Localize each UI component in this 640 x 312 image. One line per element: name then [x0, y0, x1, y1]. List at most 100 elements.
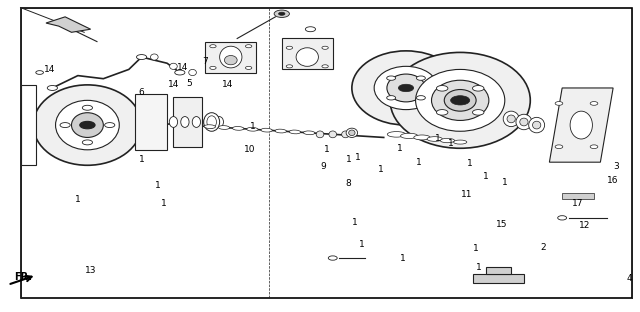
Circle shape — [472, 85, 484, 91]
Polygon shape — [562, 193, 594, 199]
Text: 14: 14 — [168, 80, 179, 89]
Circle shape — [305, 27, 316, 32]
Ellipse shape — [215, 117, 223, 127]
Ellipse shape — [532, 121, 541, 129]
Text: 1: 1 — [473, 244, 479, 253]
Ellipse shape — [289, 130, 301, 134]
Text: 1: 1 — [448, 139, 454, 148]
Text: 1: 1 — [155, 181, 161, 190]
Ellipse shape — [349, 130, 355, 136]
Ellipse shape — [346, 128, 358, 138]
Ellipse shape — [72, 113, 103, 138]
Ellipse shape — [170, 63, 177, 69]
Text: 11: 11 — [461, 190, 472, 199]
Text: 14: 14 — [222, 80, 234, 89]
Text: 1: 1 — [483, 172, 488, 181]
Text: FR.: FR. — [14, 272, 32, 282]
Polygon shape — [173, 97, 202, 147]
Text: 1: 1 — [378, 165, 383, 174]
Ellipse shape — [150, 54, 158, 60]
Circle shape — [246, 45, 252, 48]
Ellipse shape — [192, 117, 200, 127]
Text: 1: 1 — [435, 134, 441, 144]
Circle shape — [136, 55, 147, 60]
Text: 4: 4 — [627, 274, 632, 283]
Text: 1: 1 — [250, 122, 256, 131]
Circle shape — [274, 10, 289, 17]
Ellipse shape — [204, 125, 216, 129]
Ellipse shape — [529, 117, 545, 133]
Polygon shape — [282, 38, 333, 69]
Ellipse shape — [56, 100, 119, 150]
FancyBboxPatch shape — [20, 85, 36, 165]
Text: 1: 1 — [358, 240, 364, 249]
Ellipse shape — [329, 131, 337, 138]
Ellipse shape — [207, 116, 216, 128]
Ellipse shape — [170, 117, 177, 127]
Text: 2: 2 — [540, 243, 546, 252]
Text: 17: 17 — [572, 199, 584, 208]
Ellipse shape — [440, 139, 454, 143]
Ellipse shape — [352, 51, 460, 125]
Ellipse shape — [390, 52, 531, 148]
Circle shape — [417, 96, 426, 100]
Text: 1: 1 — [139, 154, 145, 163]
Polygon shape — [486, 267, 511, 274]
Circle shape — [47, 85, 58, 90]
Text: 15: 15 — [496, 220, 508, 228]
Ellipse shape — [204, 113, 220, 131]
Circle shape — [175, 70, 185, 75]
Ellipse shape — [374, 66, 438, 110]
Ellipse shape — [275, 129, 287, 133]
Ellipse shape — [431, 80, 489, 120]
Ellipse shape — [261, 128, 272, 132]
Text: 16: 16 — [607, 176, 619, 185]
Circle shape — [278, 12, 285, 15]
Circle shape — [36, 71, 44, 74]
Text: 1: 1 — [161, 199, 167, 208]
Ellipse shape — [225, 56, 237, 65]
Circle shape — [387, 96, 396, 100]
Text: 1: 1 — [352, 218, 358, 227]
Circle shape — [328, 256, 337, 260]
Ellipse shape — [204, 117, 212, 127]
Text: 1: 1 — [355, 153, 361, 162]
Circle shape — [417, 76, 426, 80]
Text: 1: 1 — [323, 145, 329, 154]
Ellipse shape — [444, 90, 476, 111]
Circle shape — [436, 110, 448, 115]
Ellipse shape — [503, 111, 519, 127]
Circle shape — [557, 216, 566, 220]
Circle shape — [590, 145, 598, 149]
Text: 8: 8 — [346, 179, 351, 188]
Text: 14: 14 — [177, 63, 189, 72]
Ellipse shape — [316, 131, 324, 138]
Circle shape — [80, 121, 95, 129]
Text: 5: 5 — [186, 79, 192, 88]
Circle shape — [286, 65, 292, 68]
Circle shape — [555, 102, 563, 105]
Text: 12: 12 — [579, 221, 590, 230]
Ellipse shape — [520, 118, 528, 126]
Polygon shape — [549, 88, 613, 162]
Text: 1: 1 — [476, 263, 482, 272]
Text: 1: 1 — [416, 158, 422, 167]
Text: 6: 6 — [139, 88, 145, 97]
Ellipse shape — [220, 46, 242, 68]
Circle shape — [210, 66, 216, 69]
Circle shape — [451, 96, 470, 105]
Circle shape — [398, 84, 413, 92]
Ellipse shape — [401, 133, 418, 139]
Text: 3: 3 — [613, 162, 619, 171]
Circle shape — [286, 46, 292, 49]
Ellipse shape — [33, 85, 141, 165]
Circle shape — [104, 123, 115, 128]
Ellipse shape — [180, 117, 189, 127]
Text: 1: 1 — [467, 159, 472, 168]
Text: 1: 1 — [346, 154, 351, 163]
Text: 9: 9 — [320, 162, 326, 171]
Ellipse shape — [415, 69, 505, 131]
Text: 10: 10 — [244, 145, 255, 154]
Ellipse shape — [516, 114, 532, 130]
Text: 1: 1 — [502, 178, 508, 187]
